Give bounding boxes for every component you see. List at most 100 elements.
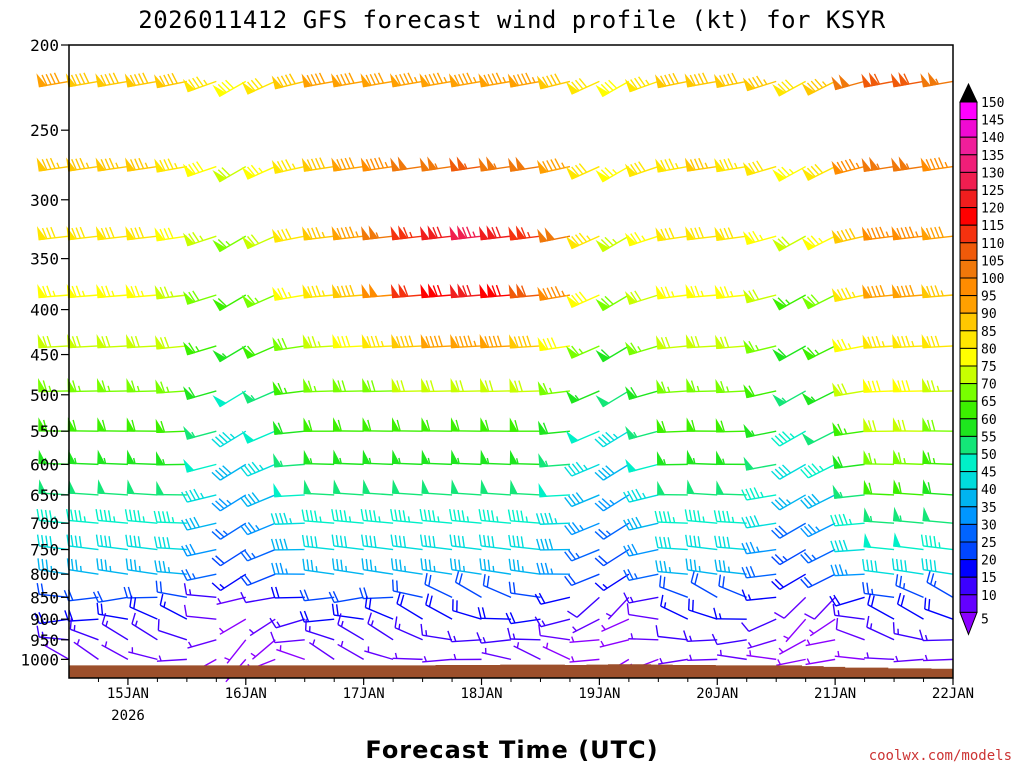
wind-barb — [183, 426, 217, 440]
y-tick-label: 700 — [30, 514, 59, 533]
barb-feather — [542, 160, 549, 172]
barb-shaft — [834, 573, 865, 577]
barb-feather — [690, 380, 696, 392]
barb-half-feather — [463, 163, 468, 169]
barb-pennant — [478, 157, 489, 172]
barb-feather — [75, 559, 78, 572]
barb-shaft — [628, 638, 659, 641]
barb-pennant — [716, 480, 725, 495]
barb-half-feather — [368, 457, 372, 464]
barb-half-feather — [808, 629, 815, 635]
barb-feather — [189, 489, 196, 501]
barb-feather — [429, 380, 435, 392]
barb-feather — [594, 438, 604, 448]
barb-feather — [239, 575, 248, 586]
wind-barb — [536, 538, 570, 551]
barb-feather — [281, 337, 288, 349]
barb-feather — [538, 624, 541, 636]
barb-feather — [215, 528, 225, 538]
x-tick-label: 21JAN — [814, 686, 856, 702]
wind-barb — [331, 558, 364, 575]
wind-barb — [832, 603, 865, 620]
wind-barb — [42, 640, 70, 660]
barb-feather — [693, 74, 700, 85]
wind-barb — [478, 156, 512, 172]
barb-feather — [477, 607, 482, 619]
barb-feather — [138, 157, 145, 169]
barb-pennant — [212, 395, 227, 408]
wind-barb — [92, 590, 129, 603]
wind-barb — [97, 449, 128, 466]
barb-feather — [125, 558, 129, 570]
barb-feather — [800, 527, 809, 538]
barb-feather — [222, 465, 232, 475]
wind-barb — [299, 589, 335, 602]
barb-shaft — [422, 569, 453, 575]
barb-pennant — [714, 226, 725, 242]
barb-feather — [349, 284, 355, 297]
colorbar-segment — [959, 400, 978, 420]
barb-feather — [631, 489, 638, 501]
barb-feather — [546, 75, 553, 87]
barb-shaft — [39, 618, 70, 625]
barb-feather — [662, 511, 667, 523]
barb-feather — [462, 285, 468, 297]
barb-pennant — [241, 430, 255, 444]
barb-feather — [188, 342, 196, 353]
barb-feather — [630, 386, 638, 398]
barb-half-feather — [321, 290, 326, 297]
barb-feather — [777, 168, 787, 178]
barb-half-feather — [881, 341, 885, 347]
barb-feather — [875, 285, 881, 297]
barb-feather — [689, 559, 693, 571]
barb-feather — [396, 592, 401, 604]
wind-barb — [421, 377, 453, 393]
wind-barb — [480, 417, 512, 432]
wind-barb — [896, 592, 924, 620]
barb-feather — [534, 616, 542, 627]
wind-barb — [711, 633, 747, 646]
barb-feather — [449, 558, 453, 570]
barb-shaft — [39, 545, 70, 551]
barb-feather — [299, 611, 305, 623]
barb-pennant — [565, 430, 579, 444]
wind-barb — [332, 377, 364, 393]
barb-shaft — [835, 596, 865, 607]
barb-feather — [868, 482, 873, 495]
colorbar-label: 75 — [981, 360, 997, 375]
barb-pennant — [537, 159, 549, 174]
barb-feather — [667, 537, 672, 549]
barb-feather — [428, 595, 433, 607]
wind-barb — [892, 506, 924, 524]
barb-feather — [408, 335, 414, 347]
y-tick-label: 500 — [30, 386, 59, 405]
barb-pennant — [486, 156, 497, 171]
barb-feather — [344, 226, 351, 239]
barb-shaft — [156, 658, 187, 662]
barb-feather — [129, 559, 133, 571]
barb-feather — [369, 559, 373, 572]
barb-shaft — [304, 618, 335, 623]
barb-half-feather — [217, 597, 222, 604]
barb-shaft — [392, 519, 423, 524]
barb-shaft — [779, 639, 807, 655]
barb-half-feather — [109, 565, 112, 572]
barb-feather — [310, 158, 317, 170]
barb-shaft — [393, 590, 423, 599]
barb-pennant — [303, 417, 312, 432]
barb-half-feather — [873, 458, 877, 465]
barb-feather — [594, 557, 605, 567]
wind-barb — [154, 560, 187, 575]
wind-barb — [713, 72, 747, 88]
barb-feather — [756, 160, 764, 171]
barb-shaft — [156, 521, 187, 524]
colorbar-label: 145 — [981, 114, 1004, 129]
x-tick-label: 20JAN — [696, 686, 738, 702]
wind-barb — [269, 617, 305, 629]
barb-feather — [926, 571, 931, 583]
barb-feather — [663, 536, 667, 549]
barb-half-feather — [814, 349, 820, 355]
wind-barb — [66, 157, 99, 172]
wind-barb — [542, 642, 571, 661]
barb-feather — [931, 419, 936, 432]
